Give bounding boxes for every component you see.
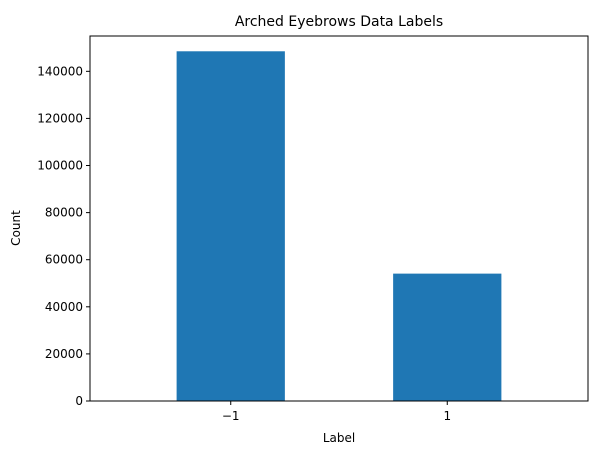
y-tick-label: 120000 <box>37 111 83 125</box>
bars-group <box>176 51 502 402</box>
y-tick-label: 100000 <box>37 159 83 173</box>
y-tick-label: 20000 <box>45 347 83 361</box>
bar-2 <box>393 273 502 401</box>
y-tick-label: 140000 <box>37 64 83 78</box>
x-axis-ticks: −1 1 <box>222 401 451 423</box>
y-tick-label: 60000 <box>45 253 83 267</box>
y-tick-label: 80000 <box>45 206 83 220</box>
y-axis-title: Count <box>9 210 23 246</box>
y-axis-ticks: 0 20000 40000 60000 80000 100000 120000 140000 <box>37 64 90 408</box>
y-tick-label: 40000 <box>45 300 83 314</box>
chart-title: Arched Eyebrows Data Labels <box>235 14 443 30</box>
bar-1 <box>176 51 285 402</box>
x-tick-label: 1 <box>443 409 451 423</box>
plot-frame <box>89 35 589 402</box>
y-tick-label: 0 <box>75 394 83 408</box>
x-axis-title: Label <box>323 431 355 445</box>
x-tick-label: −1 <box>222 409 240 423</box>
